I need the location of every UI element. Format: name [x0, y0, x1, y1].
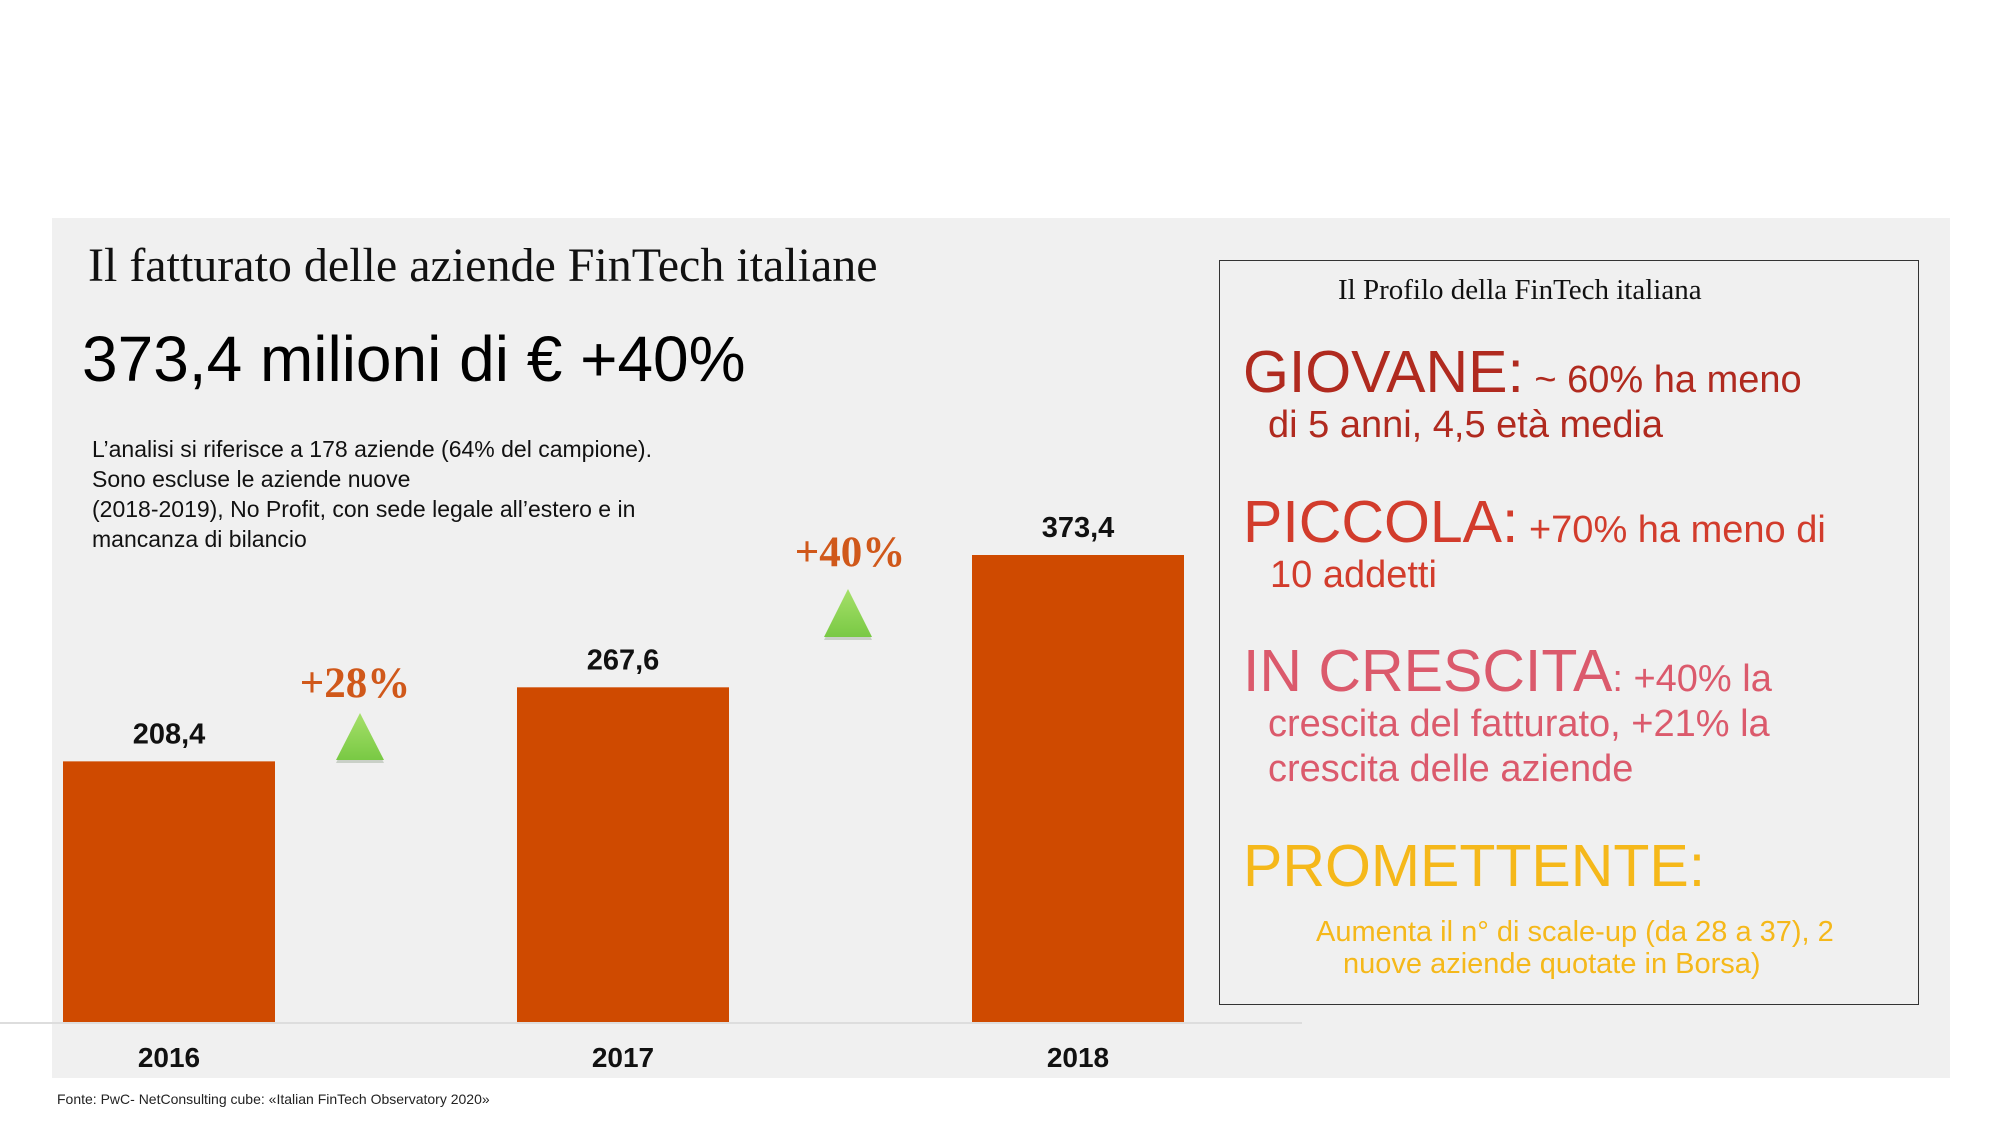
- page-title: Il fatturato delle aziende FinTech itali…: [88, 239, 878, 292]
- profile-title: Il Profilo della FinTech italiana: [1338, 274, 1702, 306]
- bar-2018: [972, 555, 1184, 1022]
- note-line: (2018-2019), No Profit, con sede legale …: [92, 496, 636, 522]
- note-line: Sono escluse le aziende nuove: [92, 466, 411, 492]
- growth-arrow-icon: [336, 713, 384, 760]
- growth-arrow-icon: [824, 589, 872, 637]
- profile-key: PICCOLA:: [1243, 489, 1519, 555]
- profile-item-in-crescita: IN CRESCITA: +40% la: [1243, 637, 1772, 705]
- data-label-2016: 208,4: [133, 718, 206, 750]
- growth-label: +28%: [300, 660, 411, 707]
- bar-2017: [517, 687, 729, 1022]
- growth-label: +40%: [795, 529, 906, 576]
- profile-desc: ~ 60% ha meno: [1523, 359, 1802, 401]
- profile-desc-line: crescita delle aziende: [1268, 748, 1634, 790]
- profile-desc: : +40% la: [1612, 658, 1772, 700]
- chart-baseline: [0, 1022, 1302, 1024]
- headline-figure: 373,4 milioni di € +40%: [82, 323, 746, 395]
- profile-item-giovane: GIOVANE: ~ 60% ha meno: [1243, 338, 1802, 406]
- data-label-2018: 373,4: [1042, 512, 1115, 544]
- profile-item-promettente: PROMETTENTE:: [1243, 833, 1706, 899]
- analysis-note: L’analisi si riferisce a 178 aziende (64…: [92, 434, 772, 554]
- note-line: L’analisi si riferisce a 178 aziende (64…: [92, 436, 652, 462]
- profile-desc-line: Aumenta il n° di scale-up (da 28 a 37), …: [1316, 916, 1834, 948]
- category-label-2018: 2018: [1047, 1042, 1109, 1073]
- profile-box: [1219, 260, 1919, 1005]
- profile-desc-line: crescita del fatturato, +21% la: [1268, 703, 1770, 745]
- profile-item-piccola: PICCOLA: +70% ha meno di: [1243, 488, 1826, 556]
- profile-key: IN CRESCITA: [1243, 638, 1613, 704]
- category-label-2017: 2017: [592, 1042, 654, 1073]
- source-note: Fonte: PwC- NetConsulting cube: «Italian…: [57, 1091, 490, 1107]
- profile-desc-line: nuove aziende quotate in Borsa): [1343, 948, 1761, 980]
- bar-2016: [63, 761, 275, 1022]
- profile-desc: +70% ha meno di: [1518, 509, 1826, 551]
- profile-key: GIOVANE:: [1243, 339, 1524, 405]
- profile-desc-line: di 5 anni, 4,5 età media: [1268, 404, 1664, 446]
- data-label-2017: 267,6: [587, 644, 660, 676]
- profile-desc-line: 10 addetti: [1270, 554, 1437, 596]
- note-line: mancanza di bilancio: [92, 526, 307, 552]
- category-label-2016: 2016: [138, 1042, 200, 1073]
